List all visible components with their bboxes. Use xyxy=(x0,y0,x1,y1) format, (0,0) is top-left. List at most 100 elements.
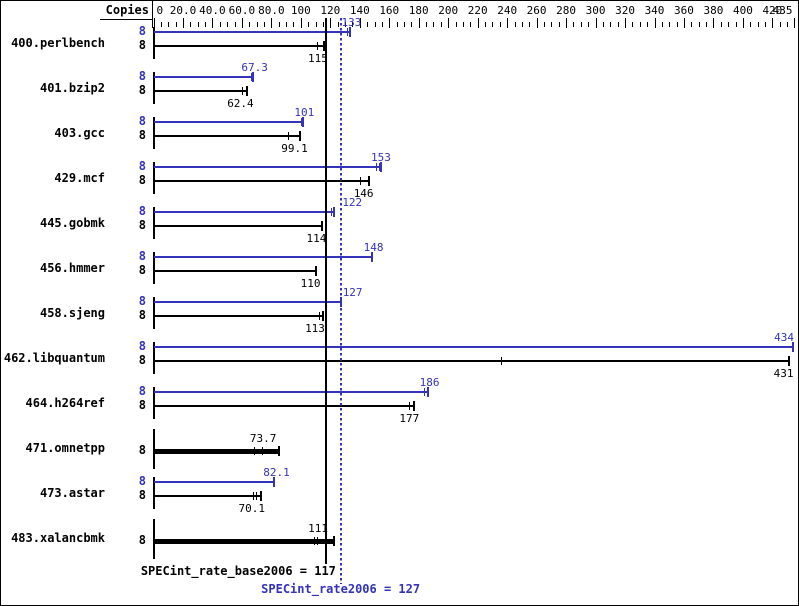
axis-minor-tick xyxy=(190,22,192,27)
axis-minor-tick xyxy=(404,22,405,27)
peak-value-label: 122 xyxy=(342,196,363,209)
peak-bar-end-tick xyxy=(301,117,304,127)
axis-minor-tick xyxy=(219,22,221,27)
benchmark-label: 445.gobmk xyxy=(39,216,105,230)
base-copies-value: 8 xyxy=(138,398,146,412)
axis-tick-label: 400 xyxy=(732,4,753,17)
base-bar xyxy=(153,45,324,47)
axis-minor-tick xyxy=(676,22,678,27)
base-run-mark xyxy=(253,447,255,455)
peak-copies-value: 8 xyxy=(138,204,146,218)
axis-minor-tick xyxy=(485,22,487,27)
base-value-label: 73.7 xyxy=(249,432,277,445)
axis-tick-label: 380 xyxy=(703,4,724,17)
peak-run-mark xyxy=(346,28,348,36)
axis-major-tick xyxy=(271,18,273,28)
axis-minor-tick xyxy=(639,22,641,27)
axis-major-tick xyxy=(742,18,744,28)
base-value-label: 113 xyxy=(305,322,325,335)
axis-major-tick xyxy=(507,18,509,28)
axis-minor-tick xyxy=(765,22,767,27)
base-value-label: 62.4 xyxy=(227,97,254,110)
peak-copies-value: 8 xyxy=(138,384,146,398)
peak-summary-label: SPECint_rate2006 = 127 xyxy=(261,582,421,596)
base-value-label: 114 xyxy=(306,232,327,245)
base-bar-end-tick xyxy=(787,356,790,366)
base-bar-end-tick xyxy=(277,446,280,456)
base-copies-value: 8 xyxy=(138,443,146,457)
axis-tick-label: 435 xyxy=(772,4,793,17)
axis-tick-label: 120 xyxy=(320,4,341,17)
axis-minor-tick xyxy=(433,22,435,27)
group-left-bracket xyxy=(152,342,155,374)
axis-minor-tick xyxy=(160,22,162,27)
axis-minor-tick xyxy=(352,22,354,27)
peak-bar-end-tick xyxy=(380,162,383,172)
peak-run-mark xyxy=(331,208,333,216)
peak-run-mark xyxy=(300,118,302,126)
axis-minor-tick xyxy=(286,22,288,27)
base-run-mark xyxy=(261,447,263,455)
base-bar xyxy=(153,449,279,454)
base-bar-end-tick xyxy=(260,491,263,501)
group-left-bracket xyxy=(152,162,155,194)
peak-bar xyxy=(153,301,342,303)
peak-value-label: 186 xyxy=(419,376,440,389)
base-copies-value: 8 xyxy=(138,83,146,97)
axis-minor-tick xyxy=(514,22,516,27)
group-left-bracket xyxy=(152,207,155,239)
base-bar-end-tick xyxy=(320,221,323,231)
axis-major-tick xyxy=(330,18,332,28)
axis-minor-tick xyxy=(543,22,545,27)
benchmark-label: 464.h264ref xyxy=(25,396,105,410)
axis-minor-tick xyxy=(610,22,612,27)
axis-tick-label: 340 xyxy=(644,4,665,17)
base-value-label: 177 xyxy=(399,412,420,425)
peak-copies-value: 8 xyxy=(138,69,146,83)
axis-minor-tick xyxy=(234,22,236,27)
axis-minor-tick xyxy=(757,22,759,27)
base-bar-end-tick xyxy=(368,176,371,186)
axis-tick-label: 40.0 xyxy=(199,4,226,17)
axis-minor-tick xyxy=(462,22,464,27)
base-value-label: 70.1 xyxy=(238,502,266,515)
peak-copies-value: 8 xyxy=(138,24,146,38)
peak-value-label: 127 xyxy=(342,286,363,299)
axis-minor-tick xyxy=(381,22,383,27)
axis-minor-tick xyxy=(551,22,553,27)
axis-minor-tick xyxy=(256,22,258,27)
copies-column-header: Copies xyxy=(105,3,149,17)
base-bar xyxy=(153,270,317,272)
axis-major-tick xyxy=(713,18,715,28)
axis-minor-tick xyxy=(750,22,752,27)
peak-run-mark xyxy=(376,163,377,171)
axis-tick-label: 260 xyxy=(526,4,547,17)
axis-tick-label: 100 xyxy=(290,4,311,17)
axis-tick-label: 180 xyxy=(408,4,429,17)
base-bar-end-tick xyxy=(315,266,318,276)
base-copies-value: 8 xyxy=(138,38,146,52)
base-run-mark xyxy=(317,537,319,545)
peak-bar xyxy=(153,166,382,168)
benchmark-label: 403.gcc xyxy=(54,126,105,140)
axis-major-tick xyxy=(212,18,214,28)
axis-minor-tick xyxy=(706,22,708,27)
peak-bar xyxy=(153,256,373,258)
axis-minor-tick xyxy=(315,22,317,27)
peak-reference-line xyxy=(339,18,342,584)
axis-minor-tick xyxy=(728,22,730,27)
benchmark-label: 429.mcf xyxy=(54,171,105,185)
axis-minor-tick xyxy=(367,22,369,27)
axis-minor-tick xyxy=(720,22,722,27)
axis-major-tick xyxy=(418,18,420,28)
axis-major-tick xyxy=(359,18,361,28)
axis-tick-label: 300 xyxy=(585,4,606,17)
axis-major-tick xyxy=(595,18,597,28)
base-copies-value: 8 xyxy=(138,353,146,367)
axis-minor-tick xyxy=(426,22,428,27)
axis-minor-tick xyxy=(227,22,229,27)
group-left-bracket xyxy=(152,477,155,509)
axis-minor-tick xyxy=(779,22,781,27)
benchmark-label: 456.hmmer xyxy=(39,261,105,275)
axis-tick-label: 200 xyxy=(438,4,459,17)
